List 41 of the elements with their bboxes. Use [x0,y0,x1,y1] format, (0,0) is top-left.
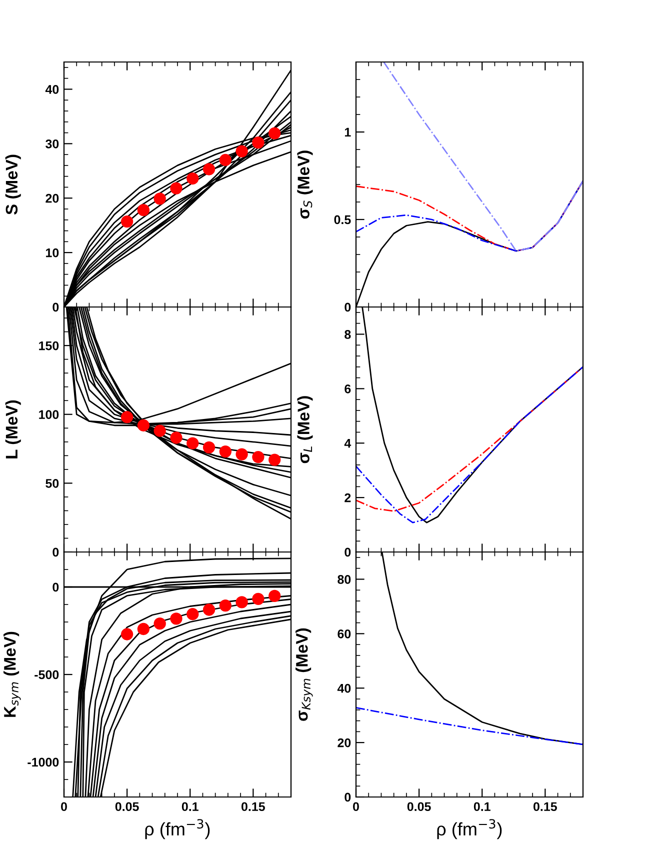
y-axis-title: σ$_{Ksym}$ (MeV) [296,628,313,721]
y-axis-title: K$_{sym}$ (MeV) [4,632,21,717]
y-tick-label: 80 [338,575,351,584]
y-axis-title: σ$_{L}$ (MeV) [297,396,313,464]
y-tick-label: 0 [52,548,59,557]
y-tick-label: 0 [52,302,59,312]
y-tick-label: 20 [46,194,59,203]
y-tick-label: 150 [39,341,59,350]
y-tick-label: 6 [344,384,351,394]
y-tick-label: 0 [344,548,351,557]
y-axis-title: σ$_{S}$ (MeV) [297,150,313,219]
y-tick-label: 20 [338,738,351,748]
y-tick-label: 40 [45,85,59,94]
y-tick-label: 0 [344,792,351,802]
x-tick-label: 0 [353,802,359,812]
y-tick-label: 8 [344,330,351,339]
y-tick-label: 0 [344,302,351,312]
y-tick-label: 30 [46,139,59,148]
y-tick-label: 0.5 [334,215,351,224]
x-tick-label: 0 [61,802,67,812]
y-tick-label: 1 [344,128,351,137]
y-tick-label: 0 [52,582,59,592]
x-tick-label: 0.1 [182,802,198,812]
x-axis-title: ρ (fm$^{−3}$) [145,819,210,840]
y-tick-label: 60 [338,629,351,638]
y-tick-label: -500 [34,670,59,680]
x-axis-title: ρ (fm$^{−3}$) [437,819,502,840]
y-tick-label: 40 [337,684,351,693]
y-tick-label: 4 [344,439,352,448]
x-tick-label: 0.05 [407,802,431,812]
y-tick-label: 50 [46,478,59,488]
y-tick-label: 100 [39,410,59,420]
x-tick-label: 0.1 [474,802,490,812]
y-tick-label: 10 [46,248,59,258]
x-tick-label: 0.15 [242,802,265,812]
x-tick-label: 0.05 [115,802,139,812]
y-axis-title: S (MeV) [5,154,21,215]
y-tick-label: -1000 [28,758,59,767]
y-axis-title: L (MeV) [5,400,21,458]
x-tick-label: 0.15 [534,802,557,812]
y-tick-label: 2 [344,493,351,502]
